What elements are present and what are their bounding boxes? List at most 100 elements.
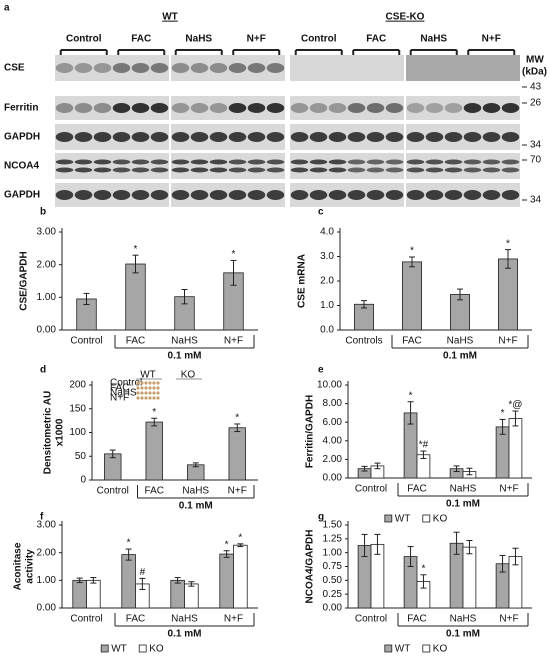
panel-letter: f <box>40 512 44 523</box>
y-tick-label: 2.00 <box>323 454 343 465</box>
blot-band <box>112 63 131 73</box>
error-bar <box>499 418 506 435</box>
blot-band <box>247 103 266 113</box>
legend-label: KO <box>433 514 448 525</box>
mw-unit: (kDa) <box>522 67 547 78</box>
blot-band <box>444 159 463 165</box>
bar <box>170 579 185 609</box>
blot-band <box>112 167 131 173</box>
bar <box>508 418 523 479</box>
x-tick-label: Control <box>97 486 129 497</box>
blot-band <box>112 132 131 142</box>
blot-band <box>266 167 285 173</box>
inset-dot <box>156 381 160 385</box>
significance-mark: # <box>140 567 146 578</box>
error-bar <box>234 423 241 433</box>
blot-band <box>171 132 190 142</box>
significance-mark: * <box>127 538 131 549</box>
error-bar <box>420 450 427 459</box>
x-tick-label: FAC <box>402 336 421 347</box>
x-tick-label: Control <box>355 484 387 495</box>
blot-band <box>209 63 228 73</box>
blot-band <box>444 190 463 200</box>
inset-dot <box>140 381 144 385</box>
inset-dot <box>148 391 152 395</box>
blot-band <box>190 167 209 173</box>
blot-strip <box>55 124 169 150</box>
blot-band <box>366 132 385 142</box>
significance-mark: * <box>409 390 413 401</box>
blot-band <box>309 103 328 113</box>
condition-label: Control <box>301 34 337 45</box>
x-tick-label: FAC <box>126 336 145 347</box>
y-axis-label: Aconitase <box>13 542 24 590</box>
blot-band <box>209 190 228 200</box>
condition-label: FAC <box>131 34 151 45</box>
blot-band <box>385 167 404 173</box>
blot-band <box>309 190 328 200</box>
blot-band <box>112 190 131 200</box>
blot-band <box>444 103 463 113</box>
error-bar <box>407 401 414 425</box>
error-bar <box>409 256 415 268</box>
blot-band <box>74 159 93 165</box>
legend-swatch <box>422 514 431 523</box>
blot-band <box>425 103 444 113</box>
blot-band <box>171 159 190 165</box>
blot-band <box>93 167 112 173</box>
inset-dot <box>152 391 156 395</box>
y-axis-label: CSE mRNA <box>297 254 308 308</box>
blot-band <box>190 190 209 200</box>
significance-mark: * <box>410 246 414 257</box>
blot-band <box>228 63 247 73</box>
blot-band <box>463 190 482 200</box>
blot-band <box>131 167 150 173</box>
bar <box>497 258 518 331</box>
error-bar <box>374 462 381 470</box>
panel-letter: c <box>318 207 324 218</box>
blot-band <box>171 63 190 73</box>
condition-label: Control <box>66 34 102 45</box>
blot-band <box>501 132 520 142</box>
y-tick-label: 0.0 <box>320 325 334 336</box>
error-bar <box>361 465 368 472</box>
inset-dot <box>156 386 160 390</box>
blot-band <box>131 159 150 165</box>
y-axis-label: CSE/GAPDH <box>19 251 30 310</box>
y-tick-label: 0.00 <box>323 473 343 484</box>
mw-title: MW <box>526 55 544 66</box>
blot-band <box>501 103 520 113</box>
blot-band <box>55 190 74 200</box>
blot-band <box>266 190 285 200</box>
x-tick-label: Control <box>70 336 102 347</box>
bracket-label: 0.1 mM <box>446 629 480 640</box>
blot-band <box>93 63 112 73</box>
blot-band <box>131 63 150 73</box>
error-bar <box>453 531 460 555</box>
blot-band <box>328 159 347 165</box>
group-title: WT <box>162 12 178 23</box>
blot-band <box>209 159 228 165</box>
blot-strip <box>55 153 169 179</box>
blot-strip <box>55 183 169 207</box>
blot-band <box>444 167 463 173</box>
inset-dot <box>148 396 152 400</box>
blot-band <box>309 159 328 165</box>
blot-band <box>266 159 285 165</box>
x-tick-label: N+F <box>224 614 243 625</box>
inset-dot <box>136 381 140 385</box>
x-tick-label: N+F <box>499 614 518 625</box>
blot-band <box>501 190 520 200</box>
x-tick-label: N+F <box>498 336 517 347</box>
inset-row: Control <box>110 378 142 389</box>
error-bar <box>407 546 414 567</box>
legend-swatch <box>384 514 393 523</box>
blot-band <box>266 132 285 142</box>
row-label: Ferritin <box>4 103 38 114</box>
error-bar <box>453 465 460 472</box>
blot-band <box>328 167 347 173</box>
bar <box>121 554 136 609</box>
panel-letter: d <box>40 365 46 376</box>
bracket-label: 0.1 mM <box>446 499 480 510</box>
blot-band <box>290 132 309 142</box>
